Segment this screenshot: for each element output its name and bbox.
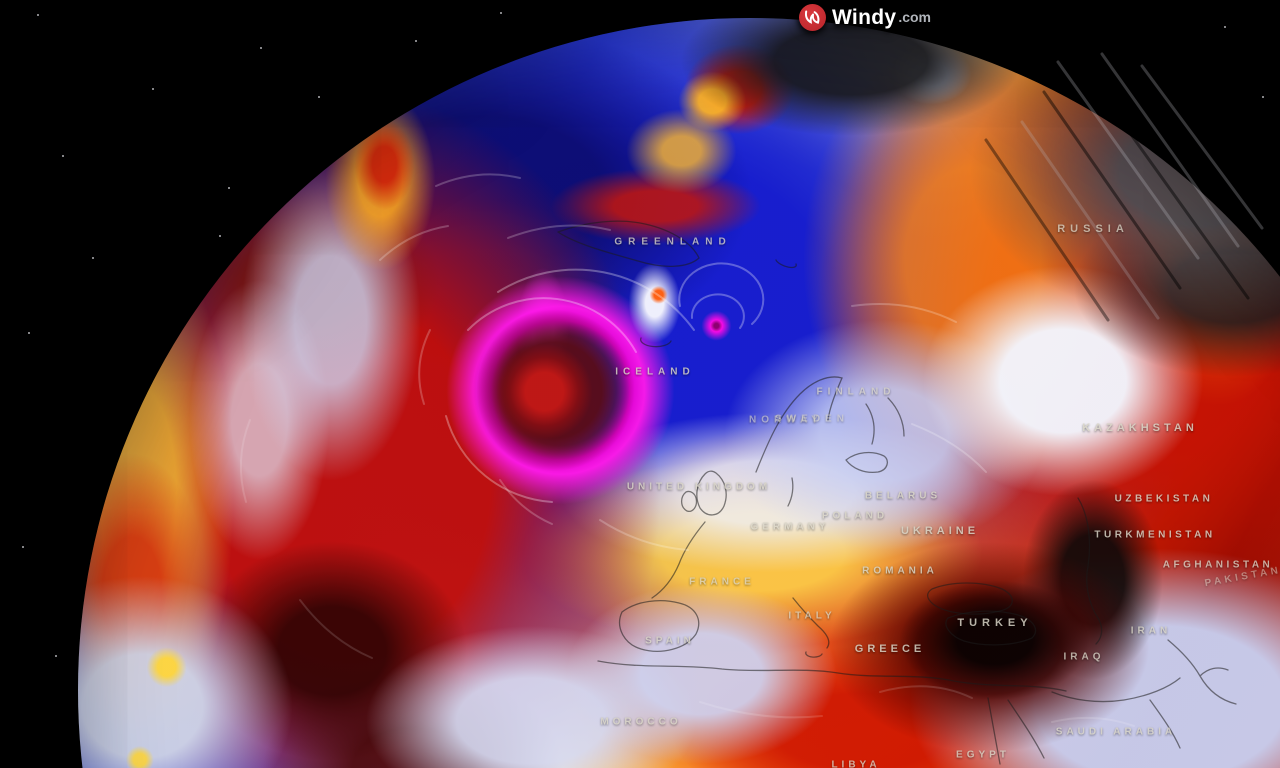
star-speck [28, 332, 30, 334]
windy-brand-suffix: .com [898, 8, 931, 25]
star-speck [1224, 26, 1226, 28]
star-speck [37, 14, 39, 16]
windy-logo[interactable]: Windy .com [799, 2, 931, 32]
star-speck [1262, 96, 1264, 98]
globe-temperature-anomaly-map[interactable] [78, 18, 1280, 768]
star-speck [92, 257, 94, 259]
star-speck [260, 47, 262, 49]
star-speck [22, 546, 24, 548]
star-speck [228, 187, 230, 189]
star-speck [219, 235, 221, 237]
star-speck [62, 155, 64, 157]
star-speck [415, 40, 417, 42]
star-speck [55, 655, 57, 657]
windy-swirl-icon [799, 3, 826, 31]
star-speck [318, 96, 320, 98]
windy-brand-text: Windy [832, 5, 897, 29]
star-speck [500, 12, 502, 14]
star-speck [152, 88, 154, 90]
